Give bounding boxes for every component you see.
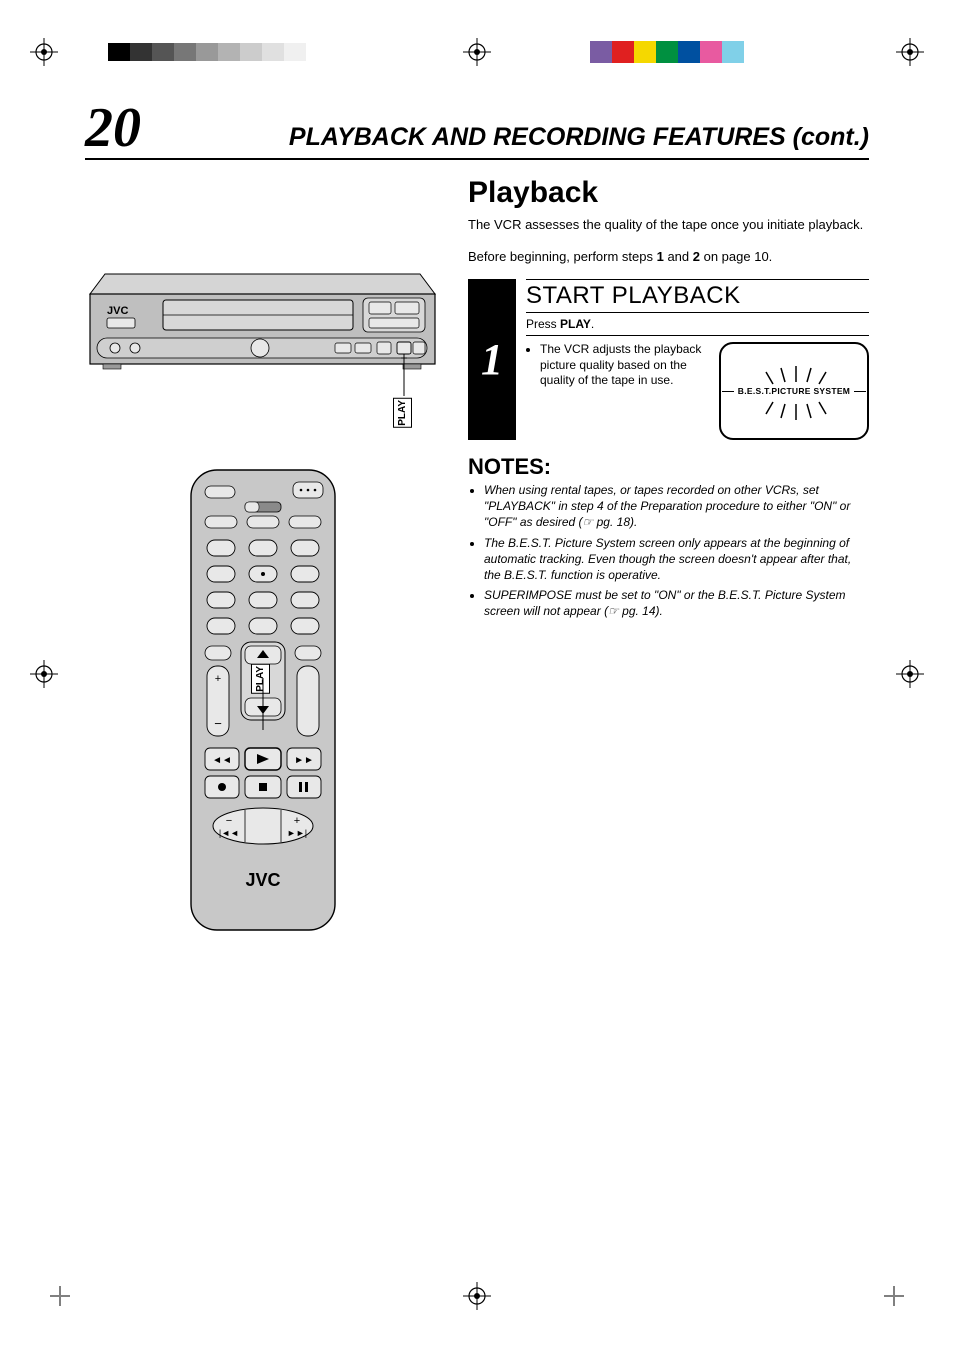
crop-tick-icon (50, 1286, 70, 1306)
crop-tick-icon (884, 1286, 904, 1306)
svg-text:+: + (293, 815, 299, 827)
svg-text:|◄◄: |◄◄ (218, 828, 238, 838)
notes-heading: NOTES: (468, 454, 869, 480)
registration-row-top (0, 40, 954, 64)
step-body: START PLAYBACK Press PLAY. The VCR adjus… (526, 279, 869, 440)
tv-screen-figure: B.E.S.T.PICTURE SYSTEM (719, 342, 869, 440)
intro-paragraph-1: The VCR assesses the quality of the tape… (468, 216, 869, 234)
playback-heading: Playback (468, 176, 869, 210)
crop-mark-icon (30, 660, 58, 688)
crop-mark-icon (463, 1282, 491, 1310)
vcr-figure: JVC (85, 236, 440, 416)
remote-figure: + − ◄◄ ►► (85, 466, 440, 936)
figures-column: JVC (85, 176, 440, 936)
two-column-layout: JVC (85, 176, 869, 936)
crop-mark-icon (463, 38, 491, 66)
text-column: Playback The VCR assesses the quality of… (468, 176, 869, 936)
section-title: PLAYBACK AND RECORDING FEATURES (cont.) (161, 123, 869, 156)
jvc-logo: JVC (107, 305, 128, 317)
vcr-illustration: JVC (85, 236, 440, 416)
step-1-block: 1 START PLAYBACK Press PLAY. The VCR adj… (468, 279, 869, 440)
step-number-box: 1 (468, 279, 516, 440)
crop-mark-icon (30, 38, 58, 66)
screen-label: B.E.S.T.PICTURE SYSTEM (738, 386, 850, 396)
note-item: The B.E.S.T. Picture System screen only … (484, 535, 869, 584)
svg-text:◄◄: ◄◄ (212, 755, 232, 766)
jvc-logo: JVC (245, 870, 280, 890)
color-swatches (590, 41, 744, 63)
svg-text:+: + (214, 673, 220, 685)
step-number: 1 (481, 334, 503, 385)
step-instruction: Press PLAY. (526, 317, 869, 331)
svg-text:►►|: ►►| (286, 828, 306, 838)
page-number: 20 (85, 100, 141, 156)
callout-line-icon (261, 678, 265, 730)
svg-text:−: − (214, 716, 222, 731)
step-detail: The VCR adjusts the playback picture qua… (526, 342, 707, 389)
note-item: When using rental tapes, or tapes record… (484, 482, 869, 531)
page: 20 PLAYBACK AND RECORDING FEATURES (cont… (0, 0, 954, 1348)
intro-paragraph-2: Before beginning, perform steps 1 and 2 … (468, 248, 869, 266)
grayscale-swatches (108, 43, 306, 61)
note-item: SUPERIMPOSE must be set to "ON" or the B… (484, 587, 869, 619)
svg-text:−: − (225, 815, 231, 827)
crop-mark-icon (896, 38, 924, 66)
notes-list: When using rental tapes, or tapes record… (468, 482, 869, 620)
svg-text:►►: ►► (294, 755, 314, 766)
crop-mark-icon (896, 660, 924, 688)
content-area: 20 PLAYBACK AND RECORDING FEATURES (cont… (85, 100, 869, 1248)
step-title: START PLAYBACK (526, 280, 869, 312)
registration-row-bottom (0, 1284, 954, 1308)
play-label: PLAY (393, 398, 412, 428)
title-row: 20 PLAYBACK AND RECORDING FEATURES (cont… (85, 100, 869, 160)
